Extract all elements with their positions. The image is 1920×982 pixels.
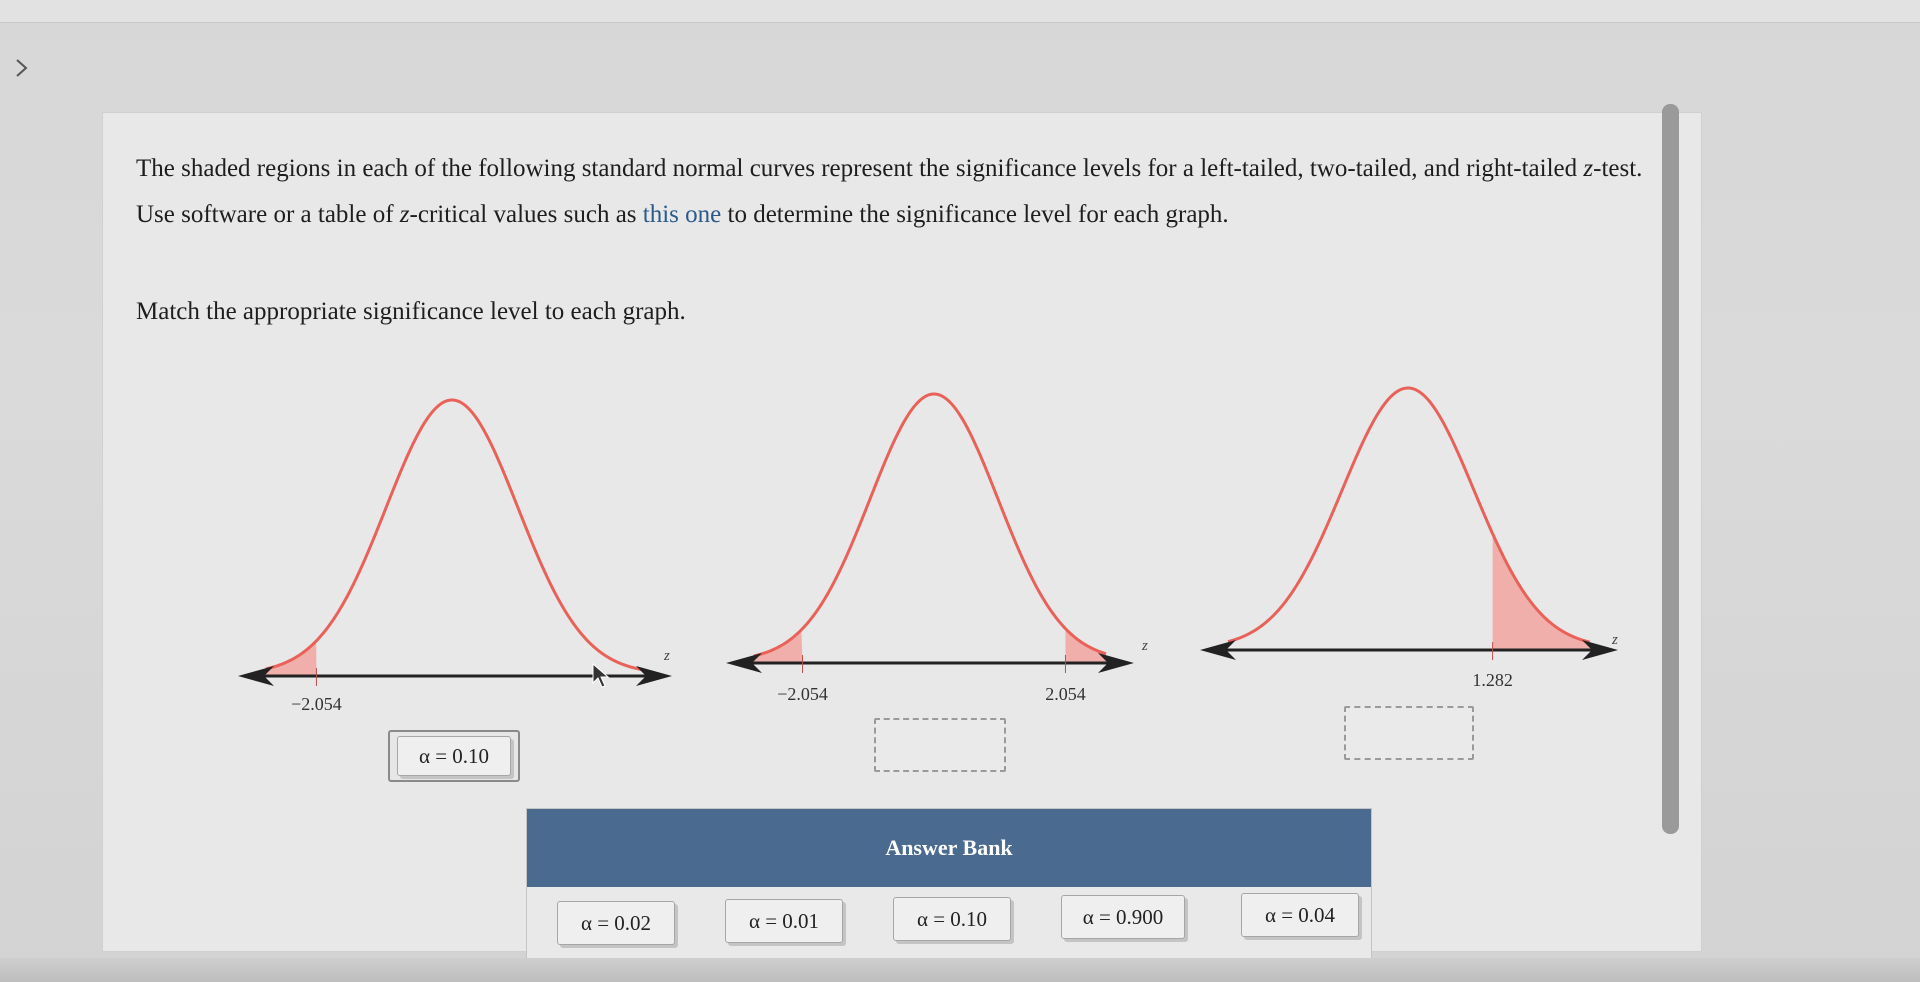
prompt-text: The shaded regions in each of the follow… (136, 155, 1584, 182)
answer-option-4[interactable]: α = 0.900 (1061, 895, 1185, 939)
drop-target-two-tailed[interactable] (874, 718, 1006, 772)
answer-option-5[interactable]: α = 0.04 (1241, 893, 1359, 937)
answer-bank: Answer Bank α = 0.02 α = 0.01 α = 0.10 α… (526, 808, 1372, 968)
answer-option-2[interactable]: α = 0.01 (725, 899, 843, 943)
prompt-text: -test. Use software or a table of (136, 155, 1643, 228)
table-link[interactable]: this one (642, 201, 722, 228)
prompt-text: to determine the significance level for … (721, 201, 1229, 228)
question-prompt: The shaded regions in each of the follow… (136, 146, 1656, 238)
chevron-right-icon[interactable] (10, 56, 34, 80)
instruction-text: Match the appropriate significance level… (136, 298, 686, 325)
answer-chip-placed[interactable]: α = 0.10 (397, 736, 511, 776)
screen-bottom-edge (0, 958, 1920, 982)
mouse-cursor-icon (592, 663, 610, 688)
prompt-z: z (399, 201, 410, 228)
answer-bank-title: Answer Bank (527, 809, 1371, 887)
prompt-text: -critical values such as (409, 201, 643, 228)
scrollbar-thumb[interactable] (1662, 104, 1679, 834)
drop-target-right-tailed[interactable] (1344, 706, 1474, 760)
top-toolbar-strip (0, 0, 1920, 23)
answer-option-3[interactable]: α = 0.10 (893, 897, 1011, 941)
answer-option-1[interactable]: α = 0.02 (557, 901, 675, 945)
drop-target-left-tailed[interactable]: α = 0.10 (388, 730, 520, 782)
prompt-z: z (1583, 155, 1594, 182)
